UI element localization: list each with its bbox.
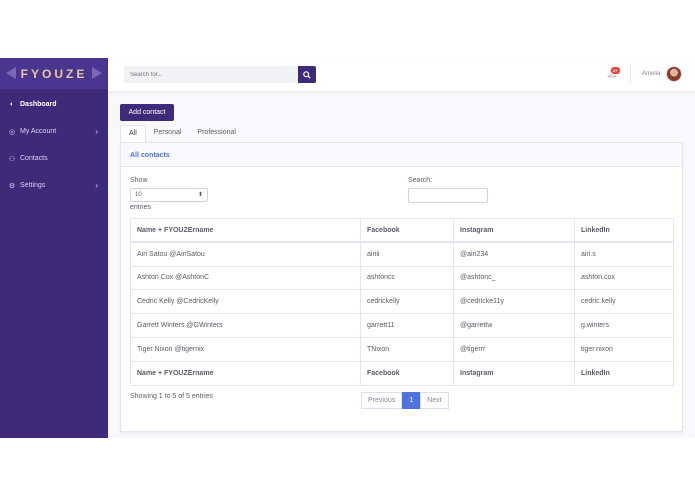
- cell-linkedin: cedric.kelly: [574, 289, 674, 315]
- logo-ornament-right: [92, 67, 102, 79]
- pagination-previous[interactable]: Previous: [361, 392, 403, 409]
- cell-facebook: garrett11: [360, 313, 454, 338]
- search-icon: [303, 70, 311, 79]
- cell-facebook: airiii: [360, 241, 454, 267]
- table-search-label: Search:: [408, 177, 433, 184]
- user-name[interactable]: Amelia: [642, 71, 661, 77]
- chevron-right-icon: ›: [95, 181, 98, 190]
- table-row: Garrett Winters @GWinters garrett11 @gar…: [130, 313, 674, 338]
- tab-personal[interactable]: Personal: [153, 129, 182, 136]
- table-header-row: Name + FYOUZErname Facebook Instagram Li…: [130, 218, 674, 244]
- sidebar-item-contacts[interactable]: ⚇ Contacts: [0, 145, 108, 172]
- tab-professional[interactable]: Professional: [197, 129, 236, 136]
- cell-name: Airi Satou @AiriSatou: [130, 241, 361, 267]
- cell-name: Cedric Kelly @CedricKelly: [130, 289, 361, 315]
- topbar: 🔔︎ 3+ Amelia: [108, 58, 695, 91]
- pagination: Previous 1 Next: [361, 392, 449, 409]
- add-contact-button[interactable]: Add contact: [120, 104, 174, 121]
- cell-linkedin: airi.s: [574, 241, 674, 267]
- cell-facebook: TNixon: [360, 336, 454, 362]
- footer-name: Name + FYOUZErname: [130, 360, 361, 386]
- cell-name: Garrett Winters @GWinters: [130, 313, 361, 338]
- users-icon: ⚇: [8, 155, 16, 163]
- alert-count-badge: 3+: [611, 67, 620, 74]
- logo-ornament-left: [6, 67, 16, 79]
- table-row: Airi Satou @AiriSatou airiii @airi234 ai…: [130, 241, 674, 267]
- chevron-right-icon: ›: [95, 127, 98, 136]
- sidebar-item-label: Dashboard: [20, 101, 57, 108]
- user-icon: ◎: [8, 128, 16, 136]
- contact-tabs: All Personal Professional: [120, 125, 244, 142]
- footer-instagram: Instagram: [453, 360, 575, 386]
- select-caret-icon: ⬍: [197, 192, 203, 198]
- pagination-next[interactable]: Next: [420, 392, 449, 409]
- cell-linkedin: tiger.nixon: [574, 336, 674, 362]
- card-title: All contacts: [121, 143, 682, 167]
- table-row: Ashton Cox @AshtonC ashtoncc @ashtonc_ a…: [130, 265, 674, 291]
- contacts-table: Name + FYOUZErname Facebook Instagram Li…: [130, 218, 674, 386]
- cell-linkedin: ashton.cox: [574, 265, 674, 291]
- cell-name: Ashton Cox @AshtonC: [130, 265, 361, 291]
- pagination-page-1[interactable]: 1: [402, 392, 421, 409]
- sidebar-item-dashboard[interactable]: ◐ Dashboard: [0, 91, 108, 118]
- tab-all[interactable]: All: [120, 125, 146, 142]
- brand-logo[interactable]: FYOUZE: [0, 58, 108, 89]
- search-input[interactable]: [124, 66, 298, 83]
- cell-instagram: @cedricke11y: [453, 289, 575, 315]
- cell-facebook: cedrickelly: [360, 289, 454, 315]
- avatar[interactable]: [666, 66, 682, 82]
- cell-facebook: ashtoncc: [360, 265, 454, 291]
- contacts-card: All contacts Show 10 ⬍ entries Search: N…: [120, 142, 683, 432]
- page-length-select[interactable]: 10 ⬍: [130, 188, 208, 202]
- topbar-search: [124, 66, 316, 83]
- sidebar-item-label: My Account: [20, 128, 57, 135]
- table-row: Cedric Kelly @CedricKelly cedrickelly @c…: [130, 289, 674, 315]
- cell-name: Tiger Nixon @tigernix: [130, 336, 361, 362]
- cell-linkedin: g.winters: [574, 313, 674, 338]
- cell-instagram: @ashtonc_: [453, 265, 575, 291]
- topbar-divider: [630, 65, 631, 84]
- gear-icon: ⚙: [8, 182, 16, 190]
- column-header-instagram[interactable]: Instagram: [453, 218, 575, 244]
- sidebar-item-label: Settings: [20, 182, 46, 189]
- column-header-name[interactable]: Name + FYOUZErname: [130, 218, 361, 244]
- sidebar: FYOUZE ◐ Dashboard ◎ My Account › ⚇ Cont…: [0, 58, 108, 438]
- footer-linkedin: LinkedIn: [574, 360, 674, 386]
- column-header-linkedin[interactable]: LinkedIn: [574, 218, 674, 244]
- show-label: Show: [130, 177, 148, 184]
- table-info: Showing 1 to 5 of 5 entries: [130, 393, 213, 400]
- brand-name: FYOUZE: [20, 66, 88, 81]
- cell-instagram: @garrettw: [453, 313, 575, 338]
- cell-instagram: @tigerrr: [453, 336, 575, 362]
- table-search-input[interactable]: [408, 188, 488, 203]
- cell-instagram: @airi234: [453, 241, 575, 267]
- sidebar-item-settings[interactable]: ⚙ Settings ›: [0, 172, 108, 199]
- entries-label: entries: [130, 204, 152, 211]
- footer-facebook: Facebook: [360, 360, 454, 386]
- page-length-value: 10: [135, 192, 142, 198]
- sidebar-item-my-account[interactable]: ◎ My Account ›: [0, 118, 108, 145]
- search-button[interactable]: [298, 66, 316, 83]
- app-frame: FYOUZE ◐ Dashboard ◎ My Account › ⚇ Cont…: [0, 58, 695, 438]
- table-row: Tiger Nixon @tigernix TNixon @tigerrr ti…: [130, 336, 674, 362]
- column-header-facebook[interactable]: Facebook: [360, 218, 454, 244]
- dashboard-icon: ◐: [9, 101, 15, 108]
- sidebar-item-label: Contacts: [20, 155, 48, 162]
- table-footer-row: Name + FYOUZErname Facebook Instagram Li…: [130, 360, 674, 386]
